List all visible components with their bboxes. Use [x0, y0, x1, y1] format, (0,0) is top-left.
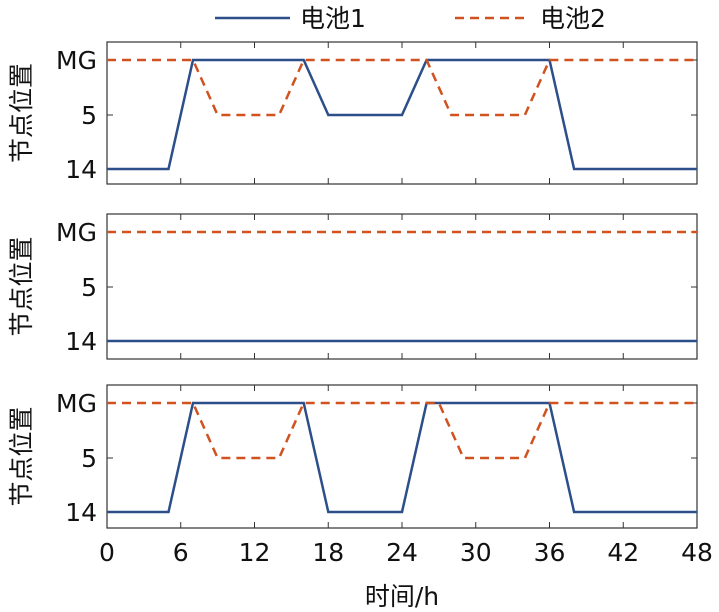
y-axis-title: 节点位置	[7, 236, 36, 336]
legend: 电池1 电池2	[215, 4, 606, 33]
y-axis-title: 节点位置	[7, 63, 36, 163]
y-tick-label: MG	[56, 389, 97, 418]
y-tick-label: 5	[81, 101, 97, 130]
x-tick-label: 42	[607, 538, 639, 567]
panel-3: MG 5 14 节点位置	[7, 384, 698, 529]
x-tick-label: 48	[681, 538, 713, 567]
series-line-battery-1	[107, 58, 697, 171]
x-tick-label: 12	[239, 538, 271, 567]
y-axis-title: 节点位置	[7, 406, 36, 506]
y-tick-label: 5	[81, 273, 97, 302]
series-line-battery-1	[107, 401, 697, 514]
panel-frame	[106, 213, 698, 360]
legend-label-battery-1: 电池1	[300, 4, 366, 33]
x-axis-title: 时间/h	[365, 582, 439, 611]
y-tick-label: 14	[65, 155, 97, 184]
x-tick-label: 30	[460, 538, 492, 567]
x-tick-label: 18	[312, 538, 344, 567]
panel-1: MG 5 14 节点位置	[7, 41, 698, 185]
y-tick-label: 14	[65, 327, 97, 356]
legend-label-battery-2: 电池2	[540, 4, 606, 33]
y-tick-label: MG	[56, 218, 97, 247]
y-tick-label: MG	[56, 46, 97, 75]
panels: MG 5 14 节点位置 MG 5 14 节点位置 MG 5 14 节点位置	[7, 41, 698, 529]
y-tick-label: 5	[81, 444, 97, 473]
x-tick-label: 0	[99, 538, 115, 567]
series-line-battery-2	[107, 58, 697, 117]
panel-2: MG 5 14 节点位置	[7, 213, 698, 360]
series-line-battery-2	[107, 401, 697, 460]
x-tick-label: 24	[386, 538, 418, 567]
x-axis-ticks: 0 6 12 18 24 30 36 42 48	[99, 538, 713, 567]
y-tick-label: 14	[65, 498, 97, 527]
x-tick-label: 6	[173, 538, 189, 567]
x-tick-label: 36	[534, 538, 566, 567]
